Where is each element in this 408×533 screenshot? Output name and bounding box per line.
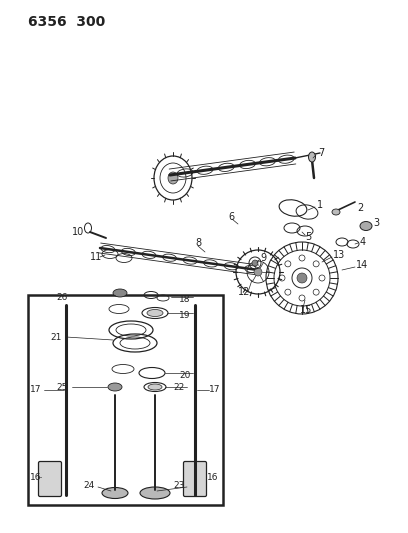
Ellipse shape	[308, 152, 315, 162]
Ellipse shape	[168, 172, 178, 184]
Text: 12: 12	[238, 287, 251, 297]
Text: 10: 10	[72, 227, 84, 237]
FancyBboxPatch shape	[38, 462, 62, 497]
Text: 1: 1	[317, 200, 323, 210]
Text: 8: 8	[195, 238, 201, 248]
Text: 15: 15	[300, 305, 313, 315]
Text: 19: 19	[179, 311, 191, 319]
Bar	[28, 295, 223, 505]
Ellipse shape	[108, 383, 122, 391]
Ellipse shape	[140, 487, 170, 499]
Text: 22: 22	[173, 383, 184, 392]
Ellipse shape	[147, 310, 163, 317]
Text: 7: 7	[318, 148, 324, 158]
Text: 25: 25	[56, 383, 67, 392]
Text: 18: 18	[179, 295, 191, 303]
Circle shape	[297, 273, 307, 283]
Text: 11: 11	[90, 252, 102, 262]
Text: 6356  300: 6356 300	[28, 15, 105, 29]
Text: 4: 4	[360, 237, 366, 247]
Ellipse shape	[102, 488, 128, 498]
FancyBboxPatch shape	[184, 462, 206, 497]
Text: 23: 23	[173, 481, 184, 489]
Circle shape	[252, 260, 258, 266]
Text: 24: 24	[83, 481, 94, 489]
Text: 26: 26	[56, 293, 67, 302]
Text: 16: 16	[30, 472, 42, 481]
Text: 2: 2	[357, 203, 363, 213]
Ellipse shape	[148, 384, 162, 390]
Text: 3: 3	[373, 218, 379, 228]
Circle shape	[254, 268, 262, 276]
Ellipse shape	[113, 289, 127, 297]
Text: 17: 17	[30, 385, 42, 394]
Text: 16: 16	[207, 472, 219, 481]
Text: 14: 14	[356, 260, 368, 270]
Text: 21: 21	[50, 333, 61, 342]
Text: 6: 6	[228, 212, 234, 222]
Ellipse shape	[332, 209, 340, 215]
Text: 13: 13	[333, 250, 345, 260]
Text: 17: 17	[209, 385, 220, 394]
Text: 9: 9	[260, 253, 266, 263]
Ellipse shape	[360, 222, 372, 230]
Text: 20: 20	[179, 370, 191, 379]
Text: 5: 5	[305, 232, 311, 242]
